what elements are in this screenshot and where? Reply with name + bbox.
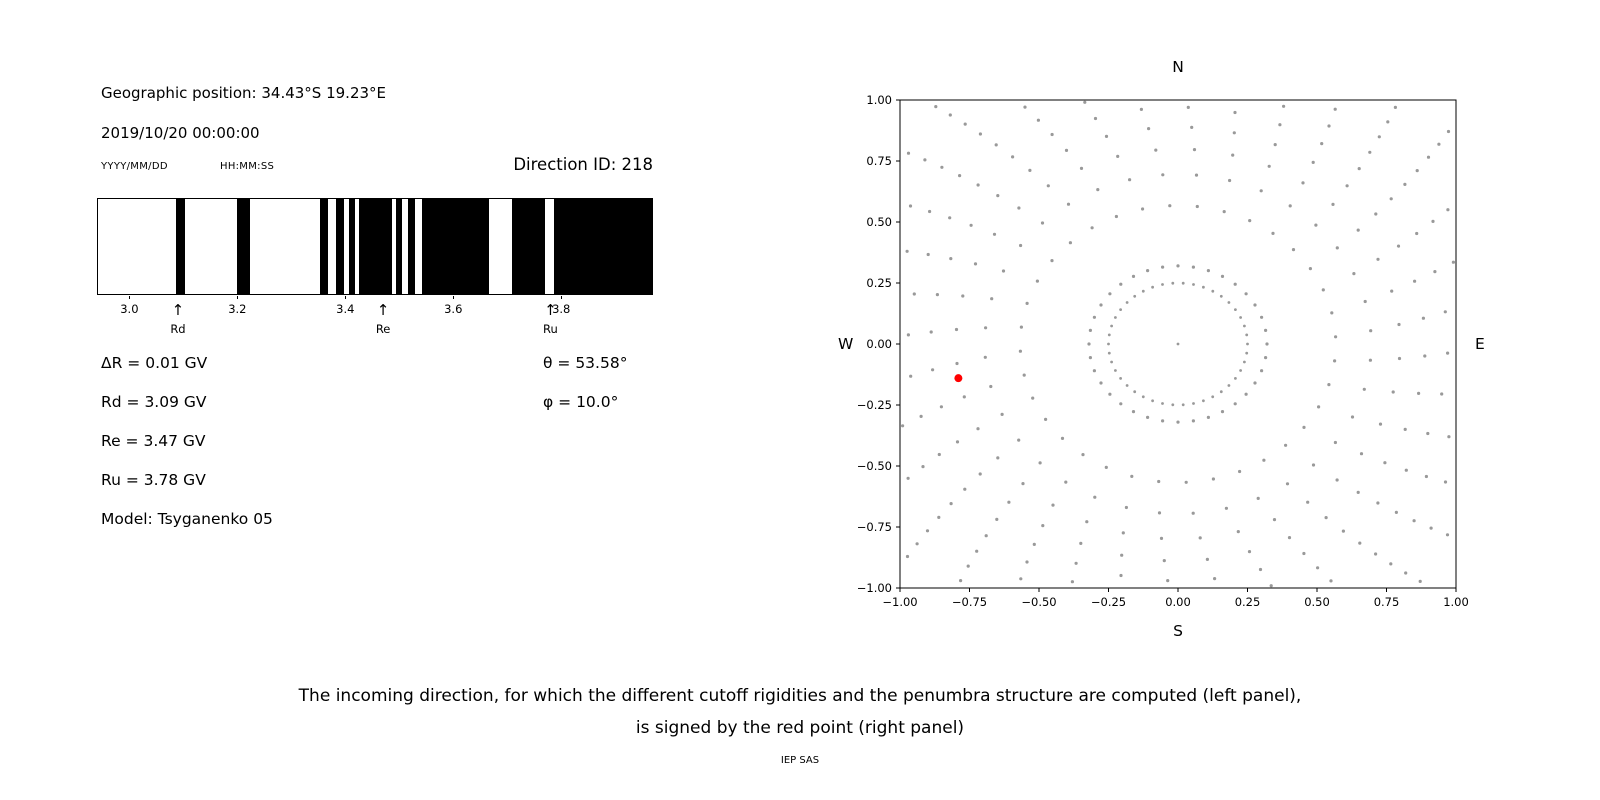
svg-text:1.00: 1.00: [866, 93, 892, 107]
svg-text:−1.00: −1.00: [857, 581, 892, 595]
selected-direction-red-point: [954, 374, 963, 383]
rigidity-marker-arrow-icon: ↑: [544, 301, 557, 319]
svg-text:0.25: 0.25: [866, 276, 892, 290]
svg-text:−0.25: −0.25: [857, 398, 892, 412]
svg-text:0.25: 0.25: [1235, 595, 1261, 609]
rd-value-text: Rd = 3.09 GV: [101, 393, 207, 411]
svg-text:−0.50: −0.50: [857, 459, 892, 473]
geographic-position-text: Geographic position: 34.43°S 19.23°E: [101, 84, 387, 102]
datetime-text: 2019/10/20 00:00:00: [101, 124, 260, 142]
re-value-text: Re = 3.47 GV: [101, 432, 206, 450]
rigidity-marker-arrow-icon: ↑: [376, 301, 390, 319]
penumbra-x-axis: 3.0 3.2 3.4 3.6 3.8: [97, 296, 653, 318]
svg-text:−0.75: −0.75: [857, 520, 892, 534]
rigidity-marker-label: Rd: [170, 322, 186, 336]
caption-line-1: The incoming direction, for which the di…: [298, 686, 1302, 706]
svg-text:−1.00: −1.00: [882, 595, 917, 609]
rigidity-marker-label: Re: [375, 322, 391, 336]
theta-value-text: θ = 53.58°: [543, 354, 628, 372]
svg-text:0.50: 0.50: [1304, 595, 1330, 609]
time-format-label: HH:MM:SS: [220, 161, 275, 172]
compass-east-label: E: [1475, 335, 1485, 353]
penumbra-barcode-plot: [97, 198, 653, 295]
rigidity-marker-label: Ru: [543, 322, 558, 336]
svg-text:0.00: 0.00: [1165, 595, 1191, 609]
svg-text:0.75: 0.75: [866, 154, 892, 168]
direction-id-text: Direction ID: 218: [513, 155, 653, 174]
model-text: Model: Tsyganenko 05: [101, 510, 273, 528]
direction-scatter-plot: −1.00 −0.75 −0.50 −0.25 0.00 0.25 0.50 0.75 1.00…: [857, 93, 1469, 609]
compass-south-label: S: [1173, 622, 1183, 640]
compass-north-label: N: [1172, 58, 1184, 76]
date-format-label: YYYY/MM/DD: [101, 161, 168, 172]
penumbra-rigidity-markers: ↑ Rd ↑ Re ↑ Ru: [97, 297, 653, 343]
svg-text:−0.25: −0.25: [1091, 595, 1126, 609]
delta-r-value-text: ΔR = 0.01 GV: [101, 354, 208, 372]
ru-value-text: Ru = 3.78 GV: [101, 471, 206, 489]
svg-text:1.00: 1.00: [1443, 595, 1469, 609]
credit-text: IEP SAS: [780, 755, 820, 766]
compass-west-label: W: [838, 335, 854, 353]
direction-map-panel: N S W E −1.00 −0.75 −0.50 −0.25 0.00 0.25 0.50…: [820, 55, 1536, 675]
svg-text:−0.50: −0.50: [1021, 595, 1056, 609]
svg-text:−0.75: −0.75: [952, 595, 987, 609]
svg-text:0.50: 0.50: [866, 215, 892, 229]
svg-text:0.00: 0.00: [866, 337, 892, 351]
rigidity-marker-arrow-icon: ↑: [171, 301, 185, 319]
caption-line-2: is signed by the red point (right panel): [635, 718, 965, 738]
phi-value-text: φ = 10.0°: [543, 393, 619, 411]
svg-text:0.75: 0.75: [1374, 595, 1400, 609]
